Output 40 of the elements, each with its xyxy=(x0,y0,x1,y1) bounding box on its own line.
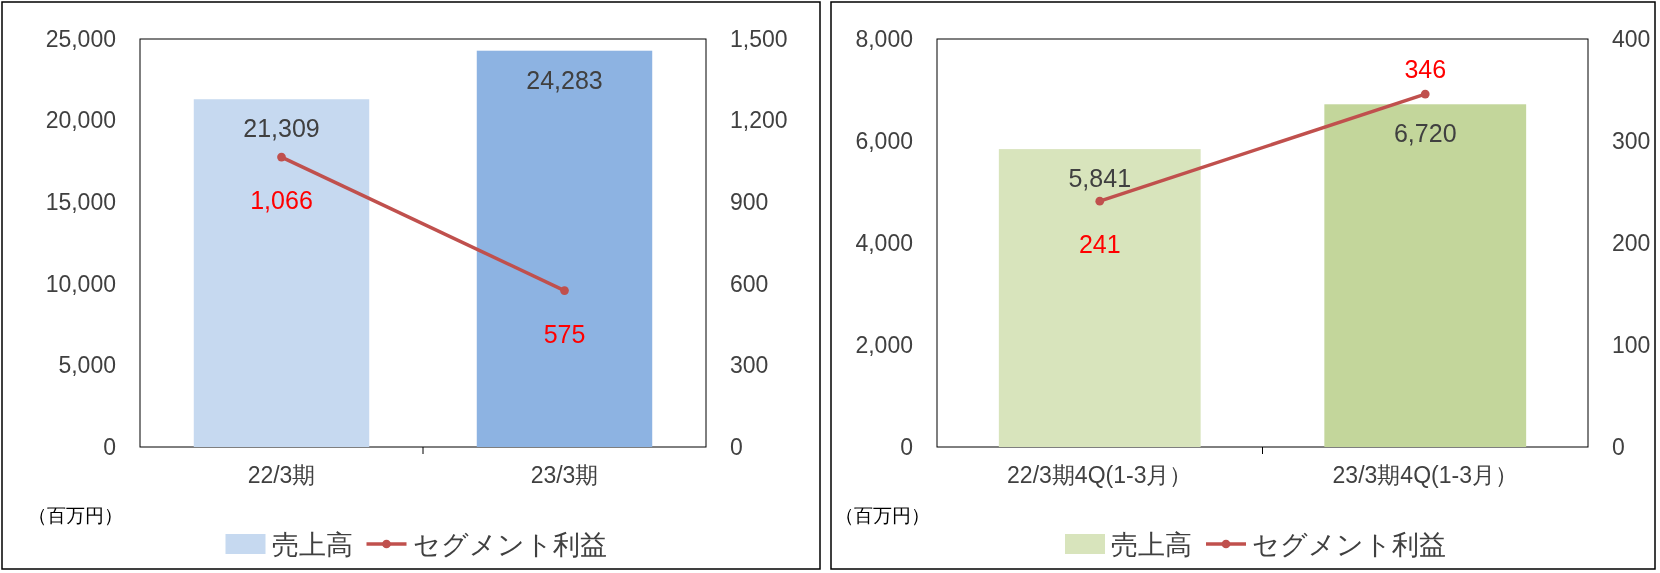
y-tick-label: 4,000 xyxy=(855,229,913,256)
data-label: 575 xyxy=(543,319,586,348)
y-tick-label: 6,000 xyxy=(855,127,913,154)
y2-tick-label: 0 xyxy=(1612,433,1625,460)
data-label: 21,309 xyxy=(243,114,320,143)
y2-tick-label: 0 xyxy=(730,433,743,460)
x-tick-label: 23/3期4Q(1-3月） xyxy=(1332,462,1518,489)
y2-tick-label: 1,200 xyxy=(730,107,788,134)
y2-tick-label: 1,500 xyxy=(730,25,788,52)
legend-label: セグメント利益 xyxy=(412,530,607,560)
y2-tick-label: 300 xyxy=(1612,127,1651,154)
x-tick-label: 22/3期4Q(1-3月） xyxy=(1007,462,1193,489)
y-tick-label: 2,000 xyxy=(855,331,913,358)
y-tick-label: 8,000 xyxy=(855,25,913,52)
legend-label: 売上高 xyxy=(271,530,353,560)
data-label: 346 xyxy=(1404,55,1447,84)
data-label: 1,066 xyxy=(250,186,313,215)
text: （百万円） xyxy=(835,505,930,526)
y2-tick-label: 300 xyxy=(730,352,769,379)
y-tick-label: 25,000 xyxy=(45,25,116,52)
y-tick-label: 20,000 xyxy=(45,107,116,134)
y2-tick-label: 100 xyxy=(1612,331,1651,358)
data-label: 241 xyxy=(1078,230,1121,259)
y-tick-label: 5,000 xyxy=(58,352,116,379)
data-label: 24,283 xyxy=(526,65,603,94)
y2-tick-label: 600 xyxy=(730,270,769,297)
text: （百万円） xyxy=(28,505,123,526)
legend-label: セグメント利益 xyxy=(1252,530,1446,560)
y-tick-label: 0 xyxy=(900,433,913,460)
data-label: 5,841 xyxy=(1068,164,1132,193)
y2-tick-label: 900 xyxy=(730,189,769,216)
data-label: 6,720 xyxy=(1393,119,1457,148)
y-tick-label: 0 xyxy=(103,433,116,460)
y2-tick-label: 400 xyxy=(1612,25,1651,52)
y2-tick-label: 200 xyxy=(1612,229,1651,256)
y-tick-label: 10,000 xyxy=(45,270,116,297)
y-tick-label: 15,000 xyxy=(45,189,116,216)
legend-label: 売上高 xyxy=(1111,530,1192,560)
x-tick-label: 23/3期 xyxy=(530,462,599,489)
x-tick-label: 22/3期 xyxy=(247,462,316,489)
